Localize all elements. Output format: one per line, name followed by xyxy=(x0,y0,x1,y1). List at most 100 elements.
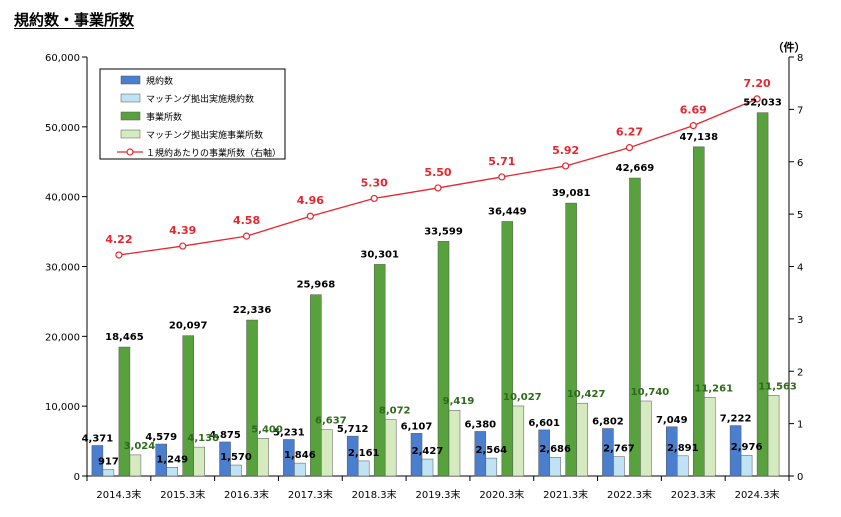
matching-jigyosho-bar xyxy=(512,405,525,477)
x-tick-label: 2017.3末 xyxy=(288,488,333,501)
matching-kiyaku-bar xyxy=(485,457,498,477)
ratio-label: 5.50 xyxy=(424,166,451,179)
kiyaku-bar xyxy=(729,425,742,477)
kiyaku-bar xyxy=(474,431,487,477)
ratio-label: 4.22 xyxy=(105,233,132,246)
axes: 0 10,000 20,000 30,000 40,000 50,000 60,000 0 1 2… xyxy=(45,40,806,501)
legend-label: マッチング拠出実施事業所数 xyxy=(146,129,263,141)
matching-kiyaku-label: 1,846 xyxy=(284,450,316,461)
matching-jigyosho-label: 11,563 xyxy=(758,381,797,392)
jigyosho-label: 20,097 xyxy=(169,321,208,332)
kiyaku-label: 7,049 xyxy=(656,415,688,426)
right-axis-unit: （件） xyxy=(773,40,806,54)
x-tick-label: 2023.3末 xyxy=(671,488,716,501)
kiyaku-bar xyxy=(666,426,678,477)
left-tick-label: 60,000 xyxy=(45,53,80,64)
ratio-label: 4.96 xyxy=(297,194,324,207)
jigyosho-bar xyxy=(182,335,194,477)
ratio-label: 5.30 xyxy=(361,176,388,189)
kiyaku-label: 6,107 xyxy=(401,421,433,432)
x-tick-label: 2020.3末 xyxy=(479,488,524,501)
matching-jigyosho-bar xyxy=(448,409,461,477)
left-tick-label: 10,000 xyxy=(45,402,80,413)
legend-label: マッチング拠出実施規約数 xyxy=(146,93,254,105)
left-tick-label: 30,000 xyxy=(45,263,80,274)
jigyosho-bar xyxy=(693,146,705,477)
ratio-label: 4.39 xyxy=(169,224,196,237)
jigyosho-label: 18,465 xyxy=(105,332,144,343)
ratio-point xyxy=(625,144,634,152)
matching-jigyosho-label: 8,072 xyxy=(379,406,411,417)
right-tick-label: 4 xyxy=(797,263,803,274)
matching-jigyosho-bar xyxy=(321,429,333,477)
jigyosho-label: 25,968 xyxy=(297,280,336,291)
ratio-point xyxy=(115,251,123,259)
data-labels: 4,371 4,579 4,875 5,231 5,712 6,107 6,380 6,601… xyxy=(82,77,797,468)
x-tick-label: 2016.3末 xyxy=(224,488,269,501)
x-tick-label: 2014.3末 xyxy=(96,488,141,501)
left-tick-label: 50,000 xyxy=(45,123,80,134)
jigyosho-label: 22,336 xyxy=(233,305,272,316)
matching-jigyosho-label: 4,138 xyxy=(187,433,219,444)
matching-jigyosho-bar xyxy=(384,419,397,477)
jigyosho-bar xyxy=(246,319,258,477)
right-tick-label: 3 xyxy=(797,315,803,326)
matching-jigyosho-bar xyxy=(704,397,716,477)
matching-kiyaku-bar xyxy=(166,467,178,477)
matching-kiyaku-bar xyxy=(740,454,753,477)
legend-swatch xyxy=(120,75,141,85)
ratio-label: 4.58 xyxy=(233,214,260,227)
jigyosho-bar xyxy=(629,177,641,477)
right-tick-label: 5 xyxy=(797,210,803,221)
ratio-label: 6.69 xyxy=(680,104,707,117)
jigyosho-bar xyxy=(118,346,131,477)
jigyosho-label: 30,301 xyxy=(360,249,399,260)
jigyosho-label: 36,449 xyxy=(488,206,527,217)
chart-title: 規約数・事業所数 xyxy=(14,11,135,29)
matching-jigyosho-label: 9,419 xyxy=(443,396,475,407)
legend-label: １規約あたりの事業所数（右軸） xyxy=(146,147,281,159)
jigyosho-bar xyxy=(501,221,514,477)
kiyaku-bar xyxy=(155,443,167,477)
matching-jigyosho-label: 6,637 xyxy=(315,416,347,427)
matching-kiyaku-bar xyxy=(294,462,306,477)
kiyaku-bar xyxy=(538,429,550,477)
kiyaku-bar xyxy=(91,445,104,477)
kiyaku-bar xyxy=(410,433,423,477)
matching-kiyaku-label: 2,686 xyxy=(539,444,571,455)
matching-kiyaku-bar xyxy=(613,456,625,477)
matching-kiyaku-label: 2,891 xyxy=(667,443,699,454)
legend-label: 規約数 xyxy=(146,75,173,87)
x-tick-label: 2015.3末 xyxy=(160,488,205,501)
ratio-point xyxy=(434,184,442,192)
kiyaku-label: 5,712 xyxy=(337,424,369,435)
kiyaku-bar xyxy=(346,435,359,477)
ratio-point xyxy=(753,95,761,103)
kiyaku-bar xyxy=(602,428,614,477)
jigyosho-label: 52,033 xyxy=(743,98,782,109)
jigyosho-bar xyxy=(756,112,769,477)
kiyaku-label: 4,875 xyxy=(209,430,241,441)
legend-swatch xyxy=(120,129,141,139)
kiyaku-label: 6,802 xyxy=(592,416,624,427)
matching-kiyaku-bar xyxy=(549,456,561,477)
jigyosho-bar xyxy=(373,264,386,477)
right-tick-label: 1 xyxy=(797,420,803,431)
matching-kiyaku-bar xyxy=(677,455,689,477)
right-tick-label: 8 xyxy=(797,53,803,64)
ratio-label: 7.20 xyxy=(744,77,771,90)
kiyaku-bar xyxy=(283,439,295,477)
matching-kiyaku-label: 1,570 xyxy=(220,452,252,463)
kiyaku-label: 6,380 xyxy=(464,419,496,430)
kiyaku-label: 6,601 xyxy=(528,418,560,429)
matching-kiyaku-label: 2,767 xyxy=(603,444,635,455)
matching-kiyaku-label: 917 xyxy=(98,457,119,468)
matching-jigyosho-bar xyxy=(257,438,269,477)
kiyaku-label: 4,579 xyxy=(145,432,177,443)
ratio-point xyxy=(306,212,314,220)
matching-kiyaku-label: 2,427 xyxy=(412,446,444,457)
jigyosho-label: 39,081 xyxy=(552,188,591,199)
legend-line-marker xyxy=(126,148,134,156)
right-tick-label: 0 xyxy=(797,472,803,483)
ratio-label: 5.71 xyxy=(488,155,515,168)
